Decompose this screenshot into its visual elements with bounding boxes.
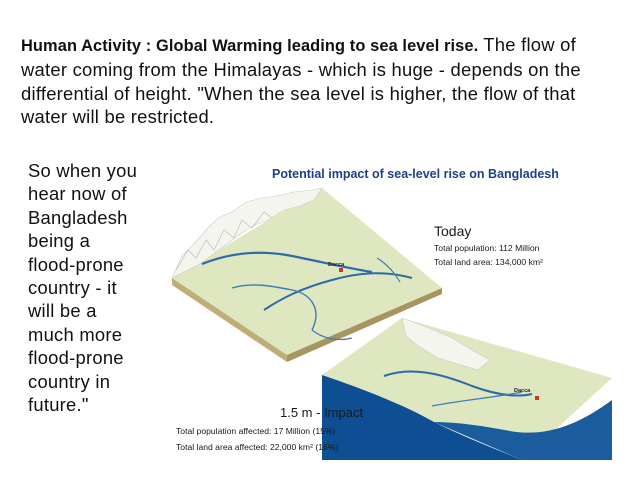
impact-land-area: Total land area affected: 22,000 km² (16… (176, 442, 338, 452)
today-heading: Today (434, 223, 471, 239)
mountains (401, 317, 491, 371)
side-text-line: flood-prone (28, 253, 124, 275)
sea-inundation (434, 400, 612, 460)
impact-population: Total population affected: 17 Million (1… (176, 426, 336, 436)
today-population: Total population: 112 Million (434, 243, 540, 253)
side-text-line: hear now of (28, 183, 127, 205)
side-text-line: future." (28, 394, 89, 416)
river (231, 284, 317, 331)
land-surface (322, 318, 612, 460)
today-land-area: Total land area: 134,000 km² (434, 257, 543, 267)
figure-title: Potential impact of sea-level rise on Ba… (272, 167, 559, 181)
city-label-today: Dacca (328, 262, 345, 268)
side-text-line: Bangladesh (28, 206, 128, 228)
block-edge (172, 278, 287, 362)
river (431, 391, 523, 407)
river (311, 329, 353, 341)
sea-inundation (322, 375, 522, 460)
block-edge (287, 288, 442, 362)
sea-level-figure: Potential impact of sea-level rise on Ba… (172, 160, 612, 463)
impact-heading: 1.5 m - Impact (280, 405, 363, 420)
terrain-block-today: Dacca (172, 187, 442, 362)
river (201, 251, 373, 274)
paragraph-lead: Human Activity : Global Warming leading … (21, 37, 479, 55)
side-text-line: much more (28, 323, 123, 345)
city-label-impact: Dacca (514, 388, 531, 394)
land-surface (172, 188, 442, 355)
side-text-line: country in (28, 370, 111, 392)
river (263, 272, 413, 311)
figure-graphic: Potential impact of sea-level rise on Ba… (172, 160, 612, 463)
paragraph-body: The flow of water coming from the Himala… (21, 34, 581, 127)
river (383, 370, 533, 397)
side-text: So when you hear now of Bangladesh being… (28, 159, 173, 416)
side-text-line: being a (28, 230, 91, 252)
side-text-line: flood-prone (28, 347, 124, 369)
city-marker-impact (535, 396, 539, 400)
city-marker-today (339, 268, 343, 272)
side-text-line: So when you (28, 160, 138, 181)
terrain-block-impact: Dacca (322, 317, 612, 460)
side-text-line: country - it (28, 277, 117, 299)
ridge-lines (175, 211, 273, 271)
main-paragraph: Human Activity : Global Warming leading … (21, 33, 621, 128)
side-text-line: will be a (28, 300, 97, 322)
river (376, 257, 401, 283)
mountains (172, 187, 323, 279)
